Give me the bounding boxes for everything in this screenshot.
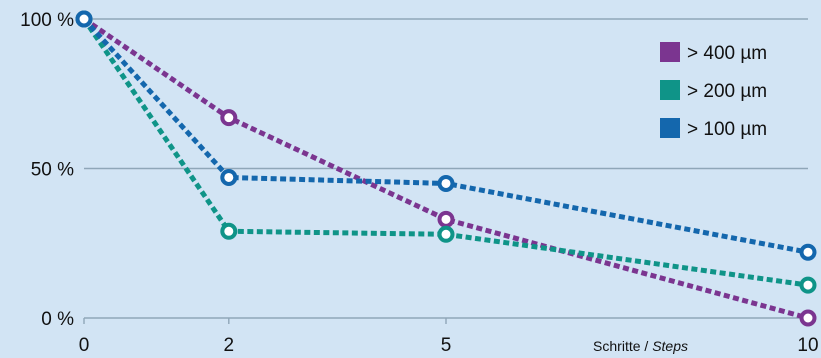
series-line-0 xyxy=(82,16,809,321)
y-tick-label: 50 % xyxy=(31,160,74,181)
data-point xyxy=(220,222,238,240)
data-point xyxy=(437,210,455,228)
legend-label: > 200 µm xyxy=(687,81,767,102)
legend: > 400 µm > 200 µm > 100 µm xyxy=(660,42,767,140)
data-point xyxy=(75,10,93,28)
data-point xyxy=(220,168,238,186)
data-point xyxy=(437,174,455,192)
x-axis-label-italic: Steps xyxy=(652,338,688,354)
x-axis-label-main: Schritte / xyxy=(593,338,652,354)
data-point xyxy=(799,276,817,294)
data-point xyxy=(799,243,817,261)
legend-swatch xyxy=(660,42,680,62)
x-axis: 0 2 5 10 xyxy=(79,318,819,356)
x-tick-label: 5 xyxy=(441,335,452,356)
data-point xyxy=(799,309,817,327)
legend-label: > 400 µm xyxy=(687,43,767,64)
legend-label: > 100 µm xyxy=(687,119,767,140)
x-axis-label: Schritte / Steps xyxy=(593,338,688,354)
y-tick-label: 100 % xyxy=(20,10,74,31)
data-point xyxy=(437,225,455,243)
y-tick-label: 0 % xyxy=(41,309,74,330)
series-layer xyxy=(75,10,817,327)
x-tick-label: 2 xyxy=(224,335,235,356)
y-axis: 100 % 50 % 0 % xyxy=(20,10,74,330)
legend-swatch xyxy=(660,80,680,100)
x-tick-label: 0 xyxy=(79,335,90,356)
legend-swatch xyxy=(660,118,680,138)
series-line-1 xyxy=(81,17,809,288)
series-line-2 xyxy=(82,17,809,255)
data-point xyxy=(220,109,238,127)
x-tick-label: 10 xyxy=(797,335,818,356)
